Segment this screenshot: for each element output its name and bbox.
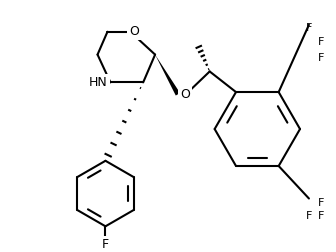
Text: HN: HN bbox=[89, 76, 108, 89]
Text: F: F bbox=[306, 23, 312, 33]
Text: O: O bbox=[129, 25, 139, 38]
Text: F: F bbox=[318, 211, 324, 221]
Text: F: F bbox=[318, 37, 324, 47]
Text: F: F bbox=[102, 238, 109, 251]
Text: F: F bbox=[318, 199, 324, 208]
Polygon shape bbox=[155, 55, 180, 96]
Text: F: F bbox=[318, 53, 324, 62]
Text: O: O bbox=[180, 88, 190, 101]
Text: F: F bbox=[306, 211, 312, 221]
